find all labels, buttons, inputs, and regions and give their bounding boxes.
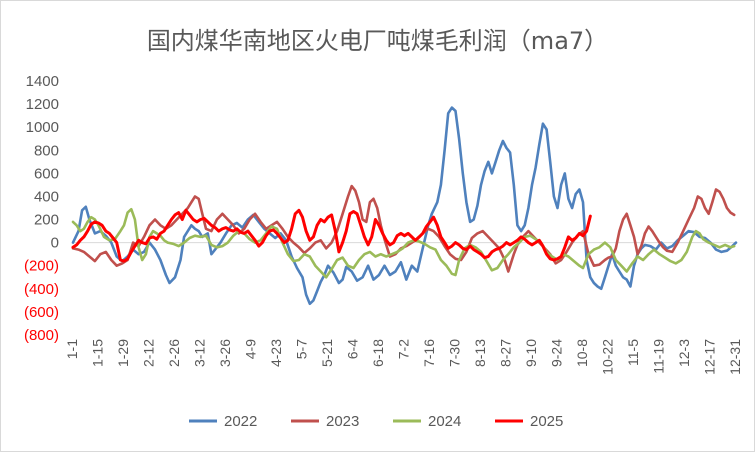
y-tick-label: 1400 bbox=[26, 73, 59, 90]
x-tick-label: 1-1 bbox=[64, 339, 80, 359]
x-tick-label: 5-21 bbox=[319, 339, 335, 367]
legend-label-2023: 2023 bbox=[326, 413, 359, 430]
legend-label-2025: 2025 bbox=[530, 413, 563, 430]
y-tick-label: (600) bbox=[24, 304, 59, 321]
x-tick-label: 8-27 bbox=[498, 339, 514, 367]
x-tick-label: 7-2 bbox=[396, 339, 412, 359]
x-tick-label: 1-15 bbox=[90, 339, 106, 367]
chart-title: 国内煤华南地区火电厂吨煤毛利润（ma7） bbox=[146, 27, 609, 55]
y-tick-label: (400) bbox=[24, 281, 59, 298]
y-tick-label: (200) bbox=[24, 258, 59, 275]
x-tick-label: 3-26 bbox=[217, 339, 233, 367]
y-tick-label: 1000 bbox=[26, 119, 59, 136]
x-tick-label: 9-24 bbox=[549, 339, 565, 367]
x-tick-label: 10-22 bbox=[600, 339, 616, 375]
x-tick-label: 8-13 bbox=[472, 339, 488, 367]
y-tick-label: 200 bbox=[34, 212, 59, 229]
y-tick-label: 400 bbox=[34, 188, 59, 205]
x-tick-label: 12-17 bbox=[702, 339, 718, 375]
x-tick-label: 11-5 bbox=[625, 339, 641, 366]
y-tick-label: (800) bbox=[24, 327, 59, 344]
x-tick-label: 2-26 bbox=[166, 339, 182, 367]
x-tick-label: 12-31 bbox=[727, 339, 743, 375]
x-tick-label: 4-9 bbox=[243, 339, 259, 359]
x-tick-label: 7-16 bbox=[421, 339, 437, 367]
series-line-2022 bbox=[71, 106, 738, 306]
series-line-2025 bbox=[71, 208, 592, 263]
legend-label-2024: 2024 bbox=[428, 413, 461, 430]
x-tick-label: 6-4 bbox=[345, 339, 361, 359]
x-tick-label: 1-29 bbox=[115, 339, 131, 367]
x-tick-label: 7-30 bbox=[447, 339, 463, 367]
y-tick-label: 0 bbox=[51, 235, 59, 252]
x-tick-label: 4-23 bbox=[268, 339, 284, 367]
x-tick-label: 5-7 bbox=[294, 339, 310, 359]
y-tick-label: 600 bbox=[34, 165, 59, 182]
x-tick-label: 11-19 bbox=[651, 339, 667, 374]
legend-label-2022: 2022 bbox=[224, 413, 257, 430]
x-tick-label: 10-8 bbox=[574, 339, 590, 367]
x-tick-label: 2-12 bbox=[141, 339, 157, 367]
x-tick-label: 9-10 bbox=[523, 339, 539, 367]
x-tick-label: 3-12 bbox=[192, 339, 208, 367]
y-tick-label: 800 bbox=[34, 142, 59, 159]
y-tick-label: 1200 bbox=[26, 96, 59, 113]
x-tick-label: 12-3 bbox=[676, 339, 692, 367]
x-tick-label: 6-18 bbox=[370, 339, 386, 367]
